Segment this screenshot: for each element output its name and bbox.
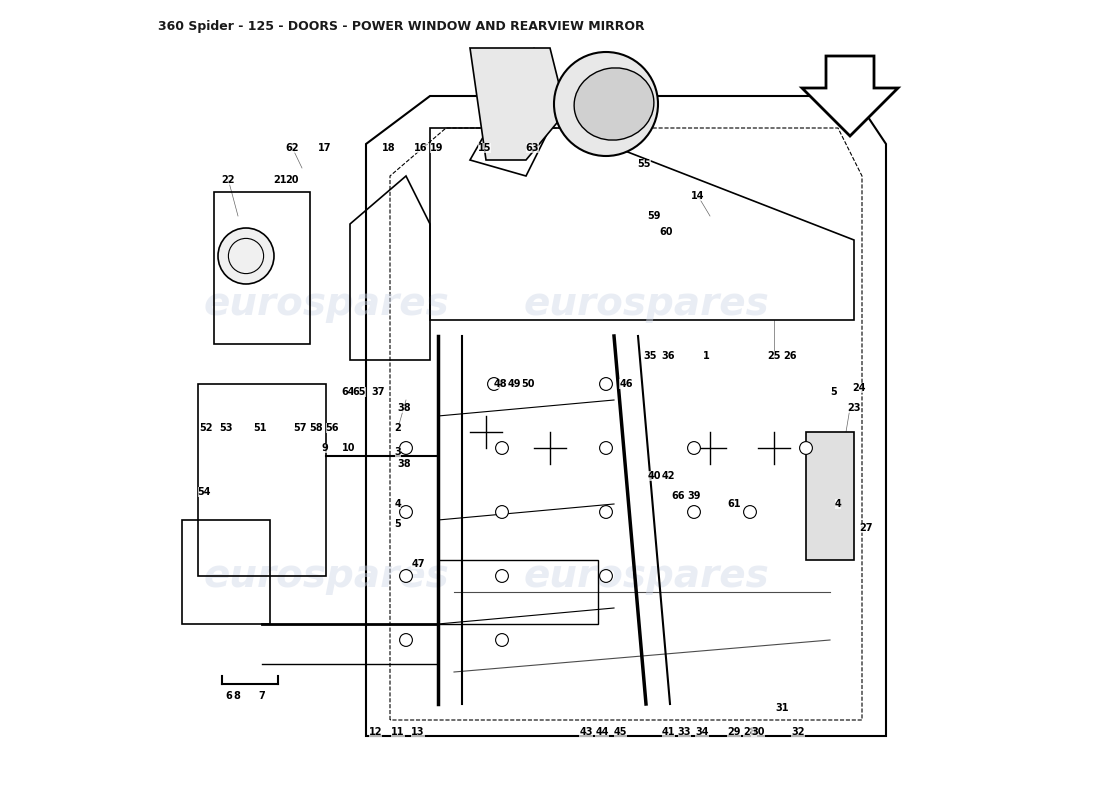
Text: 29: 29 — [727, 727, 740, 737]
Text: 4: 4 — [395, 499, 402, 509]
Text: 6: 6 — [226, 691, 232, 701]
Circle shape — [600, 442, 613, 454]
Text: eurospares: eurospares — [524, 557, 769, 595]
Text: 34: 34 — [695, 727, 708, 737]
Text: 24: 24 — [852, 383, 866, 393]
Text: 49: 49 — [507, 379, 520, 389]
Text: 38: 38 — [397, 403, 411, 413]
Text: 57: 57 — [294, 423, 307, 433]
Text: 52: 52 — [199, 423, 212, 433]
Text: 40: 40 — [647, 471, 661, 481]
Text: 64: 64 — [342, 387, 355, 397]
Text: 7: 7 — [258, 691, 265, 701]
Text: 12: 12 — [368, 727, 383, 737]
Text: 59: 59 — [647, 211, 661, 221]
Circle shape — [688, 442, 701, 454]
Text: 5: 5 — [395, 519, 402, 529]
Text: 19: 19 — [430, 143, 443, 153]
Text: 45: 45 — [614, 727, 627, 737]
Ellipse shape — [574, 68, 653, 140]
Text: 3: 3 — [395, 447, 402, 457]
Text: 43: 43 — [580, 727, 593, 737]
Text: eurospares: eurospares — [204, 557, 449, 595]
Circle shape — [600, 378, 613, 390]
Circle shape — [399, 506, 412, 518]
Circle shape — [399, 634, 412, 646]
Text: 26: 26 — [783, 351, 796, 361]
Text: 32: 32 — [791, 727, 805, 737]
Text: 25: 25 — [768, 351, 781, 361]
Circle shape — [600, 570, 613, 582]
Text: 20: 20 — [286, 175, 299, 185]
Text: 50: 50 — [520, 379, 535, 389]
Text: 63: 63 — [526, 143, 539, 153]
Text: 48: 48 — [494, 379, 507, 389]
Text: 41: 41 — [661, 727, 675, 737]
Circle shape — [496, 506, 508, 518]
Text: 58: 58 — [309, 423, 323, 433]
Text: 35: 35 — [644, 351, 657, 361]
Text: 36: 36 — [661, 351, 675, 361]
Text: 33: 33 — [678, 727, 691, 737]
Text: 53: 53 — [219, 423, 233, 433]
Text: 61: 61 — [727, 499, 740, 509]
Circle shape — [800, 442, 813, 454]
Circle shape — [496, 570, 508, 582]
Text: 10: 10 — [342, 443, 355, 453]
Text: 65: 65 — [353, 387, 366, 397]
Circle shape — [496, 634, 508, 646]
Text: 54: 54 — [198, 487, 211, 497]
Polygon shape — [806, 432, 854, 560]
Circle shape — [600, 506, 613, 518]
Polygon shape — [470, 48, 566, 160]
Text: 42: 42 — [661, 471, 675, 481]
Text: 17: 17 — [318, 143, 331, 153]
Circle shape — [218, 228, 274, 284]
Text: 4: 4 — [835, 499, 842, 509]
Text: 60: 60 — [659, 227, 673, 237]
Text: 21: 21 — [273, 175, 286, 185]
Text: 23: 23 — [847, 403, 860, 413]
Text: 11: 11 — [392, 727, 405, 737]
Text: 38: 38 — [397, 459, 411, 469]
Text: 1: 1 — [703, 351, 710, 361]
Circle shape — [399, 442, 412, 454]
Text: 9: 9 — [321, 443, 328, 453]
Text: eurospares: eurospares — [204, 285, 449, 323]
Text: 56: 56 — [326, 423, 339, 433]
Text: 5: 5 — [830, 387, 837, 397]
Circle shape — [487, 378, 500, 390]
Text: 44: 44 — [595, 727, 608, 737]
Text: 28: 28 — [744, 727, 757, 737]
Text: 18: 18 — [382, 143, 395, 153]
Text: 27: 27 — [859, 523, 872, 533]
Text: 22: 22 — [222, 175, 235, 185]
Text: 8: 8 — [233, 691, 240, 701]
Text: 31: 31 — [776, 703, 789, 713]
Text: eurospares: eurospares — [524, 285, 769, 323]
Text: 37: 37 — [372, 387, 385, 397]
Text: 13: 13 — [411, 727, 425, 737]
Circle shape — [744, 506, 757, 518]
Text: 30: 30 — [751, 727, 764, 737]
Circle shape — [399, 570, 412, 582]
Text: 55: 55 — [638, 159, 651, 169]
Text: 46: 46 — [619, 379, 632, 389]
Text: 66: 66 — [671, 491, 684, 501]
Text: 51: 51 — [254, 423, 267, 433]
Circle shape — [496, 442, 508, 454]
Text: 15: 15 — [477, 143, 491, 153]
Text: 360 Spider - 125 - DOORS - POWER WINDOW AND REARVIEW MIRROR: 360 Spider - 125 - DOORS - POWER WINDOW … — [158, 20, 645, 33]
Circle shape — [688, 506, 701, 518]
Circle shape — [554, 52, 658, 156]
Text: 16: 16 — [414, 143, 427, 153]
Text: 2: 2 — [395, 423, 402, 433]
Text: 14: 14 — [691, 191, 705, 201]
Text: 39: 39 — [688, 491, 701, 501]
Text: 47: 47 — [411, 559, 425, 569]
Text: 62: 62 — [286, 143, 299, 153]
Polygon shape — [802, 56, 898, 136]
